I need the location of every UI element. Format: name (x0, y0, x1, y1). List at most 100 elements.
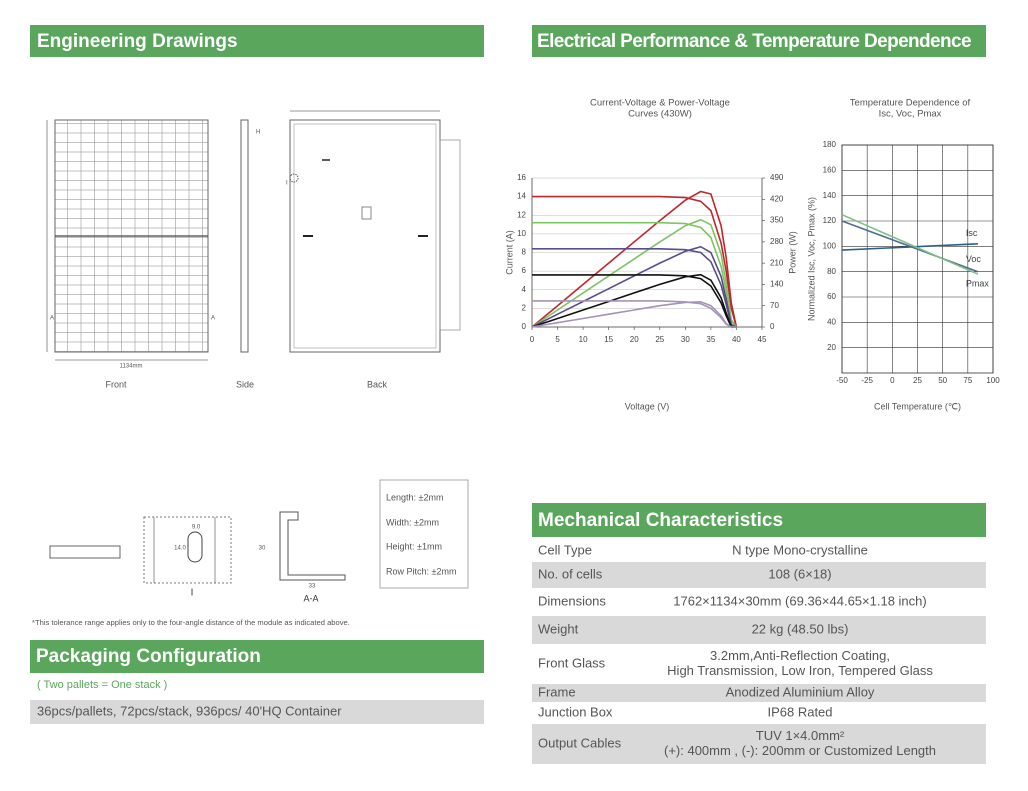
dimension: 33 (309, 584, 316, 590)
row-label: No. of cells (538, 566, 603, 581)
row-bg (532, 562, 986, 588)
y2-tick-label: 350 (770, 216, 784, 225)
section-title: Mechanical Characteristics (538, 510, 783, 531)
y2-tick-label: 490 (770, 173, 784, 182)
chart-title: Isc, Voc, Pmax (879, 109, 942, 120)
side-view (240, 119, 249, 353)
y-axis-label: Normalized Isc, Voc, Pmax (%) (806, 197, 816, 321)
chart-title: Curves (430W) (628, 109, 692, 120)
series-line (532, 274, 737, 328)
y-tick-label: 20 (827, 343, 836, 352)
row-value: (+): 400mm , (-): 200mm or Customized Le… (664, 743, 936, 758)
series-line (531, 273, 737, 328)
section-label: A-A (303, 593, 318, 603)
header-bar (532, 25, 986, 57)
x-tick-label: 100 (986, 376, 1000, 385)
tolerance: Length: ±2mm (386, 492, 443, 502)
y-tick-label: 12 (517, 210, 526, 219)
section-mark: A (50, 316, 54, 322)
back-view (289, 110, 461, 353)
frame-profile (49, 545, 121, 559)
dimension: 9.0 (192, 525, 201, 531)
y2-tick-label: 210 (770, 258, 784, 267)
x-tick-label: 0 (530, 335, 535, 344)
y-tick-label: 40 (827, 317, 836, 326)
x-tick-label: 75 (963, 376, 972, 385)
side-mark: H (256, 130, 260, 136)
series-line (841, 213, 979, 275)
row-label: Frame (538, 684, 576, 699)
x-tick-label: 45 (758, 335, 767, 344)
row-bg (532, 724, 986, 764)
x-tick-label: 40 (732, 335, 741, 344)
x-tick-label: 35 (706, 335, 715, 344)
row-label: Weight (538, 621, 579, 636)
y-tick-label: 14 (517, 192, 526, 201)
y2-tick-label: 140 (770, 280, 784, 289)
front-view (46, 119, 209, 361)
header-bar (30, 25, 484, 57)
row-value: 3.2mm,Anti-Reflection Coating, (710, 648, 890, 663)
y-tick-label: 80 (827, 267, 836, 276)
row-value: N type Mono-crystalline (732, 542, 868, 557)
series-line (532, 300, 737, 328)
row-value: 22 kg (48.50 lbs) (752, 621, 849, 636)
section-title: Packaging Configuration (36, 646, 261, 667)
section-profile (279, 511, 346, 581)
x-axis-label: Voltage (V) (625, 401, 670, 411)
x-tick-label: 5 (555, 335, 560, 344)
section-title: Engineering Drawings (37, 31, 238, 52)
y-tick-label: 2 (522, 303, 527, 312)
packaging-note: ( Two pallets = One stack ) (37, 679, 167, 691)
x-tick-label: -25 (861, 376, 873, 385)
x-axis-label: Cell Temperature (℃) (874, 401, 961, 411)
y-tick-label: 100 (823, 241, 837, 250)
view-label: Side (236, 379, 254, 389)
series-line (531, 190, 738, 328)
series-line (532, 248, 737, 328)
y-tick-label: 120 (823, 216, 837, 225)
y-tick-label: 180 (823, 140, 837, 149)
dimension: 30 (259, 546, 266, 552)
y-tick-label: 4 (522, 285, 527, 294)
chart-title: Temperature Dependence of (850, 98, 971, 109)
y2-tick-label: 420 (770, 194, 784, 203)
tolerance-box (379, 479, 469, 589)
row-label: Output Cables (538, 735, 622, 750)
row-value: IP68 Rated (767, 704, 832, 719)
row-bg (532, 684, 986, 702)
row-bg (532, 616, 986, 644)
header-bar (30, 640, 484, 673)
row-value: TUV 1×4.0mm² (756, 728, 845, 743)
y-tick-label: 10 (517, 229, 526, 238)
detail-i (143, 516, 232, 584)
y-tick-label: 16 (517, 173, 526, 182)
detail-mark: I (286, 181, 288, 187)
row-value: 108 (6×18) (768, 566, 831, 581)
y2-tick-label: 0 (770, 322, 775, 331)
series-line (531, 218, 738, 328)
series-line (532, 221, 737, 328)
series-line (532, 195, 738, 328)
tolerance: Row Pitch: ±2mm (386, 566, 456, 576)
header-bar (532, 503, 986, 537)
y-tick-label: 8 (522, 248, 527, 257)
y-tick-label: 160 (823, 165, 837, 174)
x-tick-label: 50 (938, 376, 947, 385)
dimension: 1134mm (120, 364, 143, 370)
y2-axis-label: Power (W) (787, 231, 797, 274)
tolerance: Height: ±1mm (386, 541, 442, 551)
x-tick-label: 15 (604, 335, 613, 344)
series-line (531, 300, 737, 328)
series-line (841, 220, 979, 273)
view-label: Front (105, 379, 127, 389)
x-tick-label: 20 (630, 335, 639, 344)
series-label: Isc (966, 228, 978, 238)
y2-tick-label: 280 (770, 237, 784, 246)
y-tick-label: 60 (827, 292, 836, 301)
y-tick-label: 140 (823, 191, 837, 200)
row-label: Junction Box (538, 704, 613, 719)
view-label: Back (367, 379, 388, 389)
row-label: Dimensions (538, 593, 606, 608)
